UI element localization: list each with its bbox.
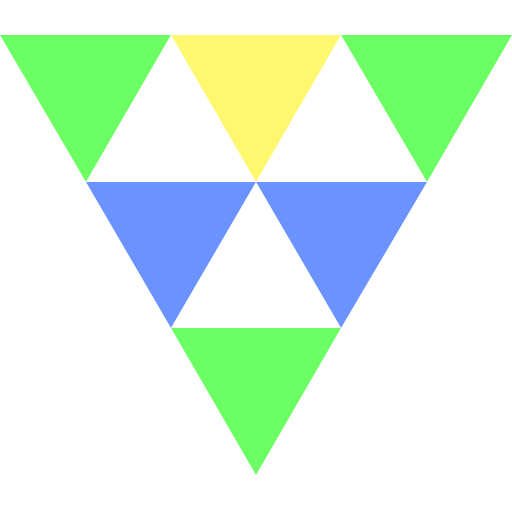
upper-left-white-triangle — [86, 35, 256, 182]
top-left-green-triangle — [0, 35, 171, 182]
bottom-green-triangle — [171, 328, 341, 475]
top-center-yellow-triangle — [171, 35, 341, 182]
middle-left-blue-triangle — [86, 182, 256, 328]
upper-right-white-triangle — [256, 35, 427, 182]
middle-right-blue-triangle — [256, 182, 427, 328]
top-right-green-triangle — [341, 35, 512, 182]
center-white-triangle — [171, 182, 341, 328]
